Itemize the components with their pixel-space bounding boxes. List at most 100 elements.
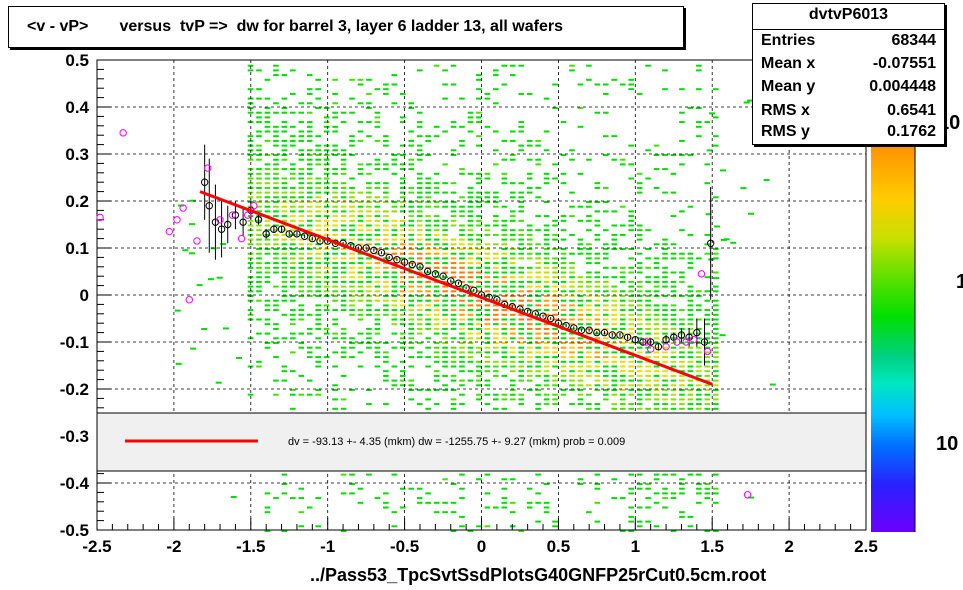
profile-point-alt [690,335,698,344]
y-tick-label: 0.3 [65,145,89,164]
stats-label: Entries [761,32,816,49]
y-tick-label: -0.3 [60,427,89,446]
stats-value: -0.07551 [872,55,936,72]
profile-point [654,343,663,351]
stats-value: 0.1762 [887,123,936,140]
profile-point [700,338,709,346]
x-tick-label: -1 [320,537,335,556]
fit-line [199,190,713,386]
title-box: <v - vP> versus tvP => dw for barrel 3, … [8,6,684,48]
profile-point [577,326,586,334]
profile-point-alt [216,216,224,224]
profile-point [600,328,609,337]
y-tick-label: 0.5 [65,51,89,70]
profile-point [585,326,593,334]
stats-label: Mean x [761,55,816,72]
x-tick-label: -0.5 [390,537,419,556]
profile-point-alt [250,202,258,210]
profile-point-alt [119,129,127,137]
footer-filename: ../Pass53_TpcSvtSsdPlotsG40GNFP25rCut0.5… [310,565,767,585]
profile-point [623,333,632,341]
profile-point [217,225,226,233]
profile-point [293,230,301,238]
y-tick-label: 0.4 [65,98,89,117]
profile-point [224,220,232,229]
colorbar-label-mid: 1 [956,271,963,293]
color-bar [871,140,915,532]
x-tick-label: 2 [784,537,793,556]
profile-point [608,331,616,339]
stats-title: dvtvP6013 [808,6,889,23]
x-tick-label: 1.5 [700,537,724,556]
profile-point [662,335,670,344]
y-tick-label: -0.5 [60,521,89,540]
stats-row-rms-y: RMS y 0.1762 [761,123,936,145]
profile-point-alt [646,345,655,353]
profile-point [706,239,715,248]
profile-point [270,225,278,233]
profile-point-alt [185,296,193,304]
colorbar-label-low: 10 [936,433,958,455]
profile-point-alt [743,491,752,499]
profile-point-alt [165,227,173,236]
y-tick-label: 0 [80,286,89,305]
profile-point-alt [682,338,690,346]
x-axis: -2.5 -2 -1.5 -1 -0.5 0 0.5 1 1.5 2 2.5 [82,518,878,556]
profile-point-alt [662,343,670,351]
x-tick-label: -1.5 [236,537,265,556]
profile-point [285,230,293,238]
y-tick-label: -0.4 [60,474,90,493]
profile-point [254,216,263,224]
profile-point [385,253,393,262]
profile-point-alt [237,234,246,243]
profile-point-alt [673,338,681,346]
stats-row-mean-y: Mean y 0.004448 [761,78,936,100]
profile-point [431,270,440,278]
stats-row-rms-x: RMS x 0.6541 [761,102,936,124]
profile-point [393,256,401,264]
profile-point-alt [179,204,187,212]
x-tick-label: 0.5 [547,537,571,556]
profile-point [205,202,213,210]
profile-point-alt [697,270,706,278]
profile-point [277,225,286,233]
stats-separator [753,29,944,30]
profile-point [211,218,220,226]
profile-point [300,232,309,240]
stats-row-entries: Entries 68344 [761,32,936,54]
profile-point [377,249,386,257]
y-tick-label: 0.2 [65,192,89,211]
stats-value: 0.004448 [869,78,936,95]
profile-point [408,260,416,269]
profile-point [631,335,639,344]
density-map [174,64,776,532]
stats-label: RMS y [761,123,810,140]
x-tick-label: -2 [166,537,181,556]
profile-point-alt [244,211,252,219]
profile-point [262,230,270,238]
profile-point [693,328,701,337]
profile-point [423,267,432,276]
profile-point [370,246,378,255]
profile-point [200,178,209,186]
profile-points [96,129,752,499]
profile-point [239,218,247,226]
y-tick-label: -0.1 [60,333,89,352]
profile-point [593,328,601,337]
profile-point-alt [703,347,712,356]
profile-point-alt [642,338,650,346]
stats-row-mean-x: Mean x -0.07551 [761,55,936,77]
profile-point [231,211,240,219]
stats-label: Mean y [761,78,816,95]
stats-value: 68344 [891,32,937,49]
y-tick-label: 0.1 [65,239,89,258]
profile-point-alt [204,164,212,172]
profile-point-alt [228,211,237,219]
fit-legend-text: dv = -93.13 +- 4.35 (mkm) dw = -1255.75 … [288,436,625,448]
profile-point-alt [96,213,104,222]
stats-box: dvtvP6013 Entries 68344 Mean x -0.07551 … [752,3,945,145]
profile-point [639,338,647,346]
profile-point [616,331,624,339]
stats-value: 0.6541 [887,102,936,119]
